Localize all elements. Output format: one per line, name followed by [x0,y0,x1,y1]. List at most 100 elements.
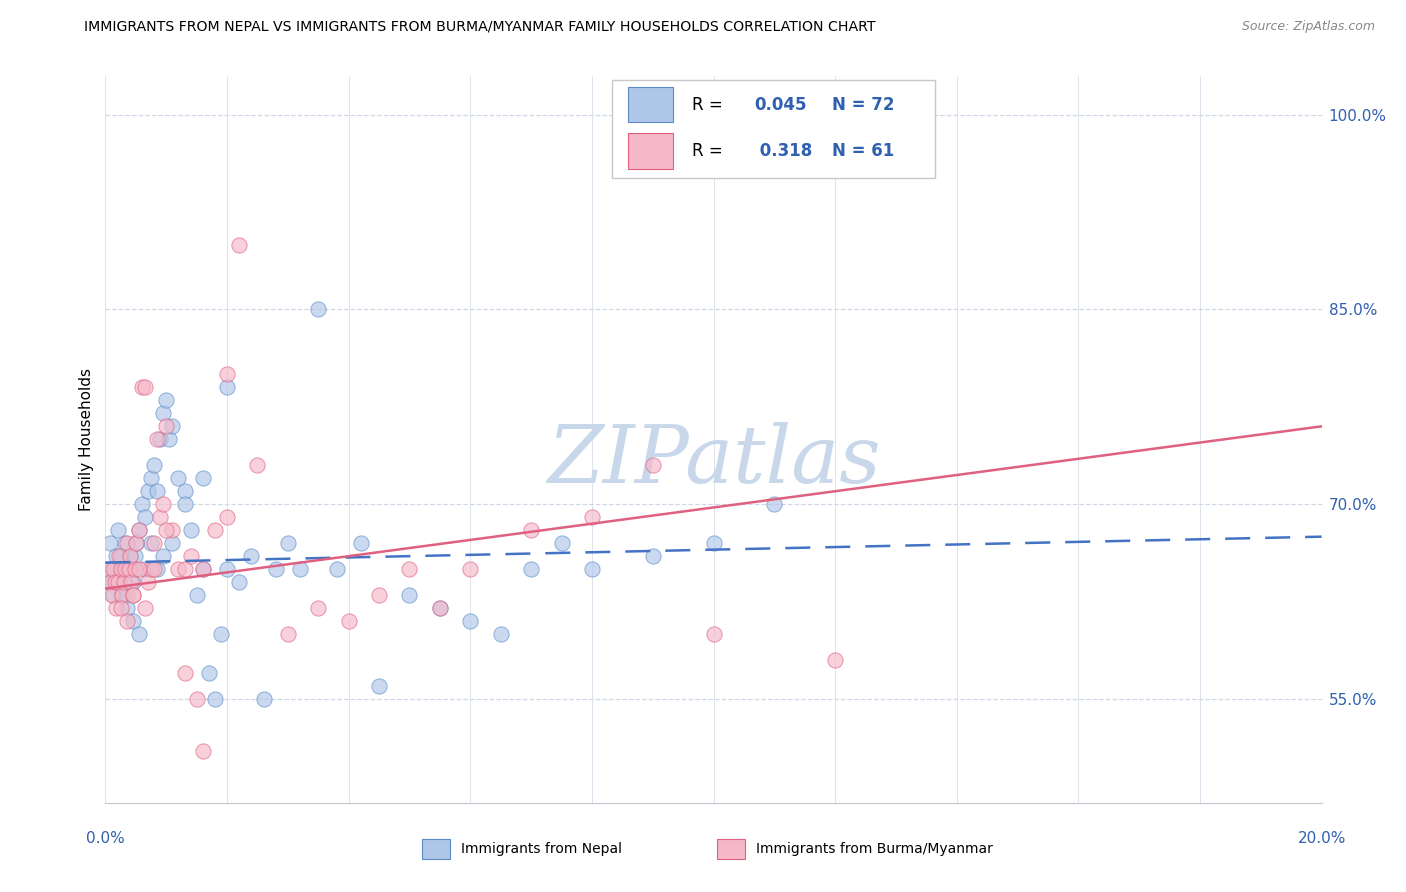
Point [131,497,153,511]
Point [641,458,664,473]
Text: Immigrants from Nepal: Immigrants from Nepal [461,842,623,856]
Text: IMMIGRANTS FROM NEPAL VS IMMIGRANTS FROM BURMA/MYANMAR FAMILY HOUSEHOLDS CORRELA: IMMIGRANTS FROM NEPAL VS IMMIGRANTS FROM… [84,20,876,34]
Point [228,575,250,590]
Point [98,536,121,550]
Text: R =: R = [693,142,723,160]
Point [702,627,725,641]
Point [155,523,177,537]
Point [217,380,239,394]
Point [118,549,141,563]
Point [100,575,122,590]
Point [173,497,195,511]
Point [277,627,299,641]
Point [103,562,125,576]
Point [134,380,156,394]
Text: 20.0%: 20.0% [1298,831,1346,847]
Y-axis label: Family Households: Family Households [79,368,94,511]
Point [240,549,263,563]
Text: 0.0%: 0.0% [86,831,125,847]
Point [152,497,174,511]
Point [128,627,150,641]
Point [429,601,451,615]
Point [173,665,195,680]
Point [108,549,131,563]
Point [136,575,159,590]
Point [114,562,136,576]
Text: 0.318: 0.318 [754,142,813,160]
Point [124,549,146,563]
Point [162,419,184,434]
Point [121,588,143,602]
Point [337,614,360,628]
Point [191,471,214,485]
Point [108,575,131,590]
Point [101,588,124,602]
Point [191,744,214,758]
Point [103,575,125,590]
Point [128,562,150,576]
Point [143,562,166,576]
Point [581,562,603,576]
Point [173,484,195,499]
Point [167,562,190,576]
Point [325,562,347,576]
Point [162,523,184,537]
Point [115,614,138,628]
Point [146,484,169,499]
Point [128,523,150,537]
Point [162,536,184,550]
Text: Source: ZipAtlas.com: Source: ZipAtlas.com [1241,20,1375,33]
Point [134,510,156,524]
Point [104,549,127,563]
Point [458,562,481,576]
Point [117,562,139,576]
Point [209,627,232,641]
Text: ZIPatlas: ZIPatlas [547,423,880,500]
Point [110,601,132,615]
Point [139,536,162,550]
Point [702,536,725,550]
Point [149,510,172,524]
Text: R =: R = [693,95,723,114]
Point [157,433,180,447]
Point [107,575,129,590]
Point [121,588,143,602]
Point [115,601,138,615]
Point [217,562,239,576]
Point [110,562,132,576]
Point [121,575,143,590]
Point [118,549,141,563]
Point [134,562,156,576]
Point [763,497,786,511]
Point [110,549,132,563]
Point [110,588,132,602]
Point [125,536,148,550]
Point [120,575,142,590]
Point [252,692,274,706]
Point [97,562,120,576]
Point [128,523,150,537]
Point [204,523,226,537]
Point [368,679,391,693]
Point [115,536,138,550]
Point [115,588,138,602]
Point [217,510,239,524]
Point [191,562,214,576]
Point [350,536,373,550]
Point [198,665,221,680]
Point [125,536,148,550]
Point [180,549,202,563]
Point [429,601,451,615]
Point [120,562,142,576]
Point [152,549,174,563]
Point [520,523,543,537]
Point [398,562,420,576]
Point [217,368,239,382]
Point [489,627,512,641]
Point [139,471,162,485]
Point [186,692,208,706]
Point [134,601,156,615]
Point [264,562,287,576]
Bar [627,87,673,122]
Point [167,471,190,485]
